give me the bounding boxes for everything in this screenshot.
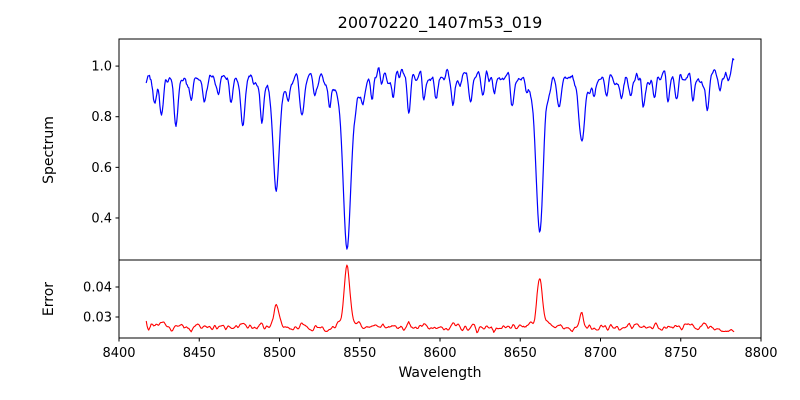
- chart-title: 20070220_1407m53_019: [338, 13, 543, 33]
- x-tick-label: 8400: [102, 346, 135, 361]
- spectrum-y-tick-label: 0.6: [91, 161, 112, 176]
- x-tick-label: 8450: [183, 346, 216, 361]
- axes-group: 0.4 0.6 0.8 1.0 0.03 0.04 8400 8450 8500 8550 8600…: [83, 38, 778, 361]
- x-tick-label: 8500: [263, 346, 296, 361]
- error-y-tick-label: 0.04: [83, 281, 112, 296]
- spectrum-y-tick-label: 0.4: [91, 211, 112, 226]
- y-axis-label-spectrum: Spectrum: [41, 116, 57, 184]
- x-tick-label: 8650: [504, 346, 537, 361]
- spectrum-line: [145, 58, 735, 250]
- y-axis-label-error: Error: [41, 282, 57, 316]
- spectrum-y-tick-label: 0.8: [91, 110, 112, 125]
- error-y-tick-label: 0.03: [83, 311, 112, 326]
- x-tick-label: 8750: [664, 346, 697, 361]
- spectrum-y-tick-label: 1.0: [91, 60, 112, 75]
- x-axis-label: Wavelength: [398, 365, 481, 381]
- x-tick-label: 8550: [343, 346, 376, 361]
- x-tick-label: 8800: [744, 346, 777, 361]
- error-line: [145, 264, 735, 334]
- data-series-group: [145, 58, 735, 334]
- x-tick-label: 8600: [423, 346, 456, 361]
- x-tick-label: 8700: [584, 346, 617, 361]
